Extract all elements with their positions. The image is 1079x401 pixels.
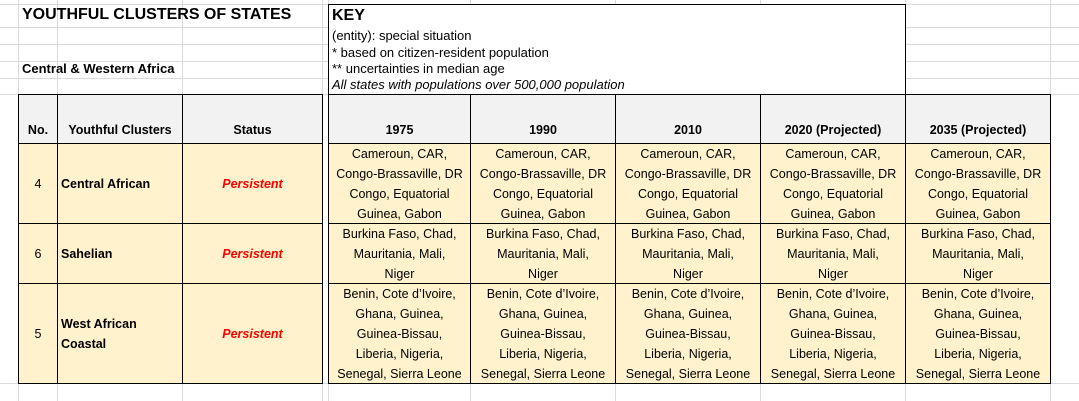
header-year-2010: 2010 (615, 94, 761, 144)
states-cell: Burkina Faso, Chad, Mauritania, Mali, Ni… (905, 223, 1051, 284)
states-cell: Burkina Faso, Chad, Mauritania, Mali, Ni… (615, 223, 761, 284)
key-box: KEY (entity): special situation * based … (328, 4, 906, 95)
states-cell: Burkina Faso, Chad, Mauritania, Mali, Ni… (760, 223, 906, 284)
header-cluster: Youthful Clusters (57, 94, 183, 144)
key-heading: KEY (332, 7, 365, 24)
states-cell: Benin, Cote d’Ivoire, Ghana, Guinea, Gui… (615, 283, 761, 384)
header-year-1990: 1990 (470, 94, 616, 144)
states-cell: Cameroun, CAR, Congo-Brassaville, DR Con… (760, 143, 906, 224)
status-badge: Persistent (182, 143, 323, 224)
status-badge: Persistent (182, 223, 323, 284)
states-cell: Benin, Cote d’Ivoire, Ghana, Guinea, Gui… (328, 283, 471, 384)
states-cell: Cameroun, CAR, Congo-Brassaville, DR Con… (615, 143, 761, 224)
states-cell: Cameroun, CAR, Congo-Brassaville, DR Con… (470, 143, 616, 224)
key-note: All states with populations over 500,000… (332, 77, 625, 92)
row-number: 6 (18, 223, 58, 284)
states-cell: Burkina Faso, Chad, Mauritania, Mali, Ni… (328, 223, 471, 284)
row-number: 4 (18, 143, 58, 224)
header-year-1975: 1975 (328, 94, 471, 144)
header-year-2035: 2035 (Projected) (905, 94, 1051, 144)
sheet-title: YOUTHFUL CLUSTERS OF STATES (22, 6, 292, 23)
states-cell: Burkina Faso, Chad, Mauritania, Mali, Ni… (470, 223, 616, 284)
key-line-entity: (entity): special situation (332, 28, 472, 43)
states-cell: Benin, Cote d’Ivoire, Ghana, Guinea, Gui… (905, 283, 1051, 384)
header-status: Status (182, 94, 323, 144)
states-cell: Benin, Cote d’Ivoire, Ghana, Guinea, Gui… (470, 283, 616, 384)
cluster-name: Central African (57, 143, 183, 224)
key-line-median: ** uncertainties in median age (332, 61, 505, 76)
states-cell: Benin, Cote d’Ivoire, Ghana, Guinea, Gui… (760, 283, 906, 384)
cluster-name: West African Coastal (57, 283, 183, 384)
header-year-2020: 2020 (Projected) (760, 94, 906, 144)
key-line-citizen: * based on citizen-resident population (332, 45, 549, 60)
states-cell: Cameroun, CAR, Congo-Brassaville, DR Con… (905, 143, 1051, 224)
cluster-name: Sahelian (57, 223, 183, 284)
region-label: Central & Western Africa (22, 61, 175, 76)
row-number: 5 (18, 283, 58, 384)
header-no: No. (18, 94, 58, 144)
states-cell: Cameroun, CAR, Congo-Brassaville, DR Con… (328, 143, 471, 224)
status-badge: Persistent (182, 283, 323, 384)
